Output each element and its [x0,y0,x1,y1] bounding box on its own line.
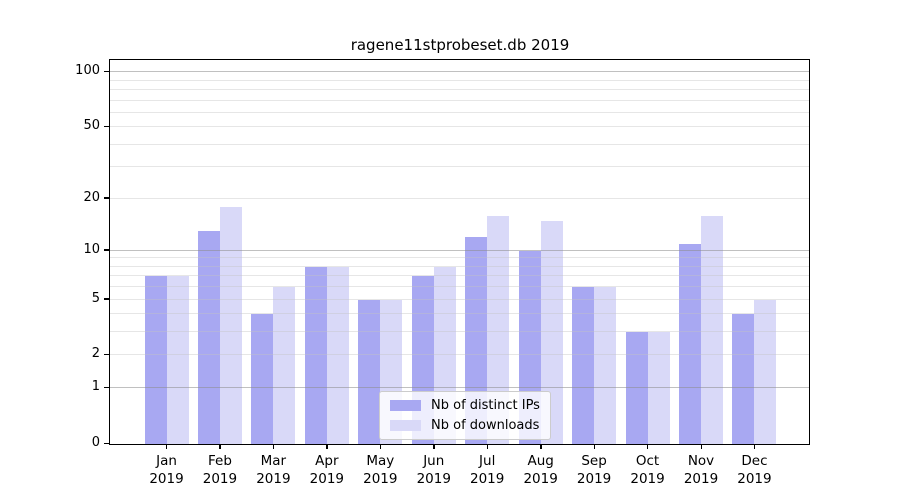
bar-distinct-ips-apr [304,266,327,444]
bar-downloads-mar [273,287,296,444]
y-tick-20 [104,197,109,199]
bar-downloads-jan [166,276,189,444]
x-tick-nov [700,444,702,449]
bars-layer [110,60,809,444]
x-tick-oct [647,444,649,449]
x-tick-label-oct: Oct 2019 [630,453,665,487]
x-tick-mar [272,444,275,449]
y-tick-100 [104,70,109,73]
x-tick-label-nov: Nov 2019 [683,453,719,487]
bar-distinct-ips-feb [197,231,220,444]
legend-item-distinct-ips: Nb of distinct IPs [390,398,540,413]
chart-title: ragene11stprobeset.db 2019 [350,36,570,54]
y-tick-label-100: 100 [75,63,100,79]
y-tick-label-0: 0 [91,435,100,450]
y-tick-label-1: 1 [91,379,100,395]
bar-downloads-oct [647,332,670,444]
bar-distinct-ips-sep [572,287,595,444]
bar-downloads-nov [701,215,723,444]
bar-distinct-ips-jan [144,276,167,444]
y-tick-2 [104,353,109,356]
x-tick-label-aug: Aug 2019 [523,453,558,487]
x-tick-label-sep: Sep 2019 [576,453,612,487]
bar-downloads-jul [487,215,510,444]
x-tick-apr [326,444,328,449]
bar-distinct-ips-nov [679,243,701,444]
bar-downloads-aug [540,220,563,444]
plot-area: Nb of distinct IPs Nb of downloads [109,59,810,445]
bar-distinct-ips-may [358,299,381,444]
x-tick-jun [433,444,435,449]
x-tick-label-apr: Apr 2019 [309,453,345,487]
x-tick-label-dec: Dec 2019 [737,453,772,487]
x-tick-label-jun: Jun 2019 [416,453,451,487]
y-tick-label-20: 20 [83,189,100,205]
y-tick-label-5: 5 [91,290,100,306]
bar-downloads-dec [754,299,777,444]
legend: Nb of distinct IPs Nb of downloads [379,391,551,440]
y-tick-1 [104,386,109,389]
y-tick-0 [104,442,109,444]
x-tick-jan [166,444,168,449]
legend-label-downloads: Nb of downloads [431,418,540,433]
y-tick-label-2: 2 [91,346,100,362]
legend-swatch-downloads [390,420,421,431]
bar-downloads-feb [219,206,242,444]
x-tick-label-jan: Jan 2019 [149,453,184,487]
x-tick-jul [486,444,489,449]
y-tick-50 [104,125,109,128]
bar-distinct-ips-dec [732,314,755,444]
y-tick-label-50: 50 [83,118,100,134]
x-tick-label-may: May 2019 [363,453,398,487]
bar-downloads-apr [326,266,349,444]
x-tick-feb [219,444,221,449]
bar-distinct-ips-oct [625,332,648,444]
x-tick-sep [593,444,595,449]
x-tick-may [379,444,382,449]
x-tick-label-jul: Jul 2019 [470,453,505,487]
y-tick-5 [104,298,109,300]
x-tick-label-feb: Feb 2019 [202,453,238,487]
legend-swatch-distinct-ips [390,400,421,411]
legend-label-distinct-ips: Nb of distinct IPs [431,398,540,413]
bar-downloads-sep [594,287,617,444]
y-tick-10 [104,249,109,251]
x-tick-label-mar: Mar 2019 [256,453,291,487]
bar-distinct-ips-mar [251,314,274,444]
legend-item-downloads: Nb of downloads [390,418,540,433]
x-tick-aug [540,444,542,449]
x-tick-dec [753,444,756,449]
y-tick-label-10: 10 [83,241,100,257]
